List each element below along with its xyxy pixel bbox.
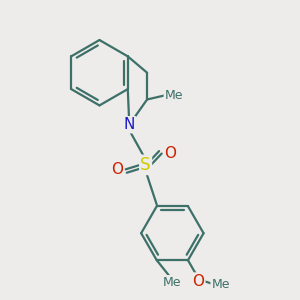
Text: Me: Me [165, 88, 183, 101]
Text: O: O [111, 162, 123, 177]
Text: N: N [124, 117, 135, 132]
Text: S: S [140, 156, 151, 174]
Text: O: O [192, 274, 204, 289]
Text: Me: Me [162, 276, 181, 289]
Text: O: O [165, 146, 177, 161]
Text: Me: Me [212, 278, 230, 290]
